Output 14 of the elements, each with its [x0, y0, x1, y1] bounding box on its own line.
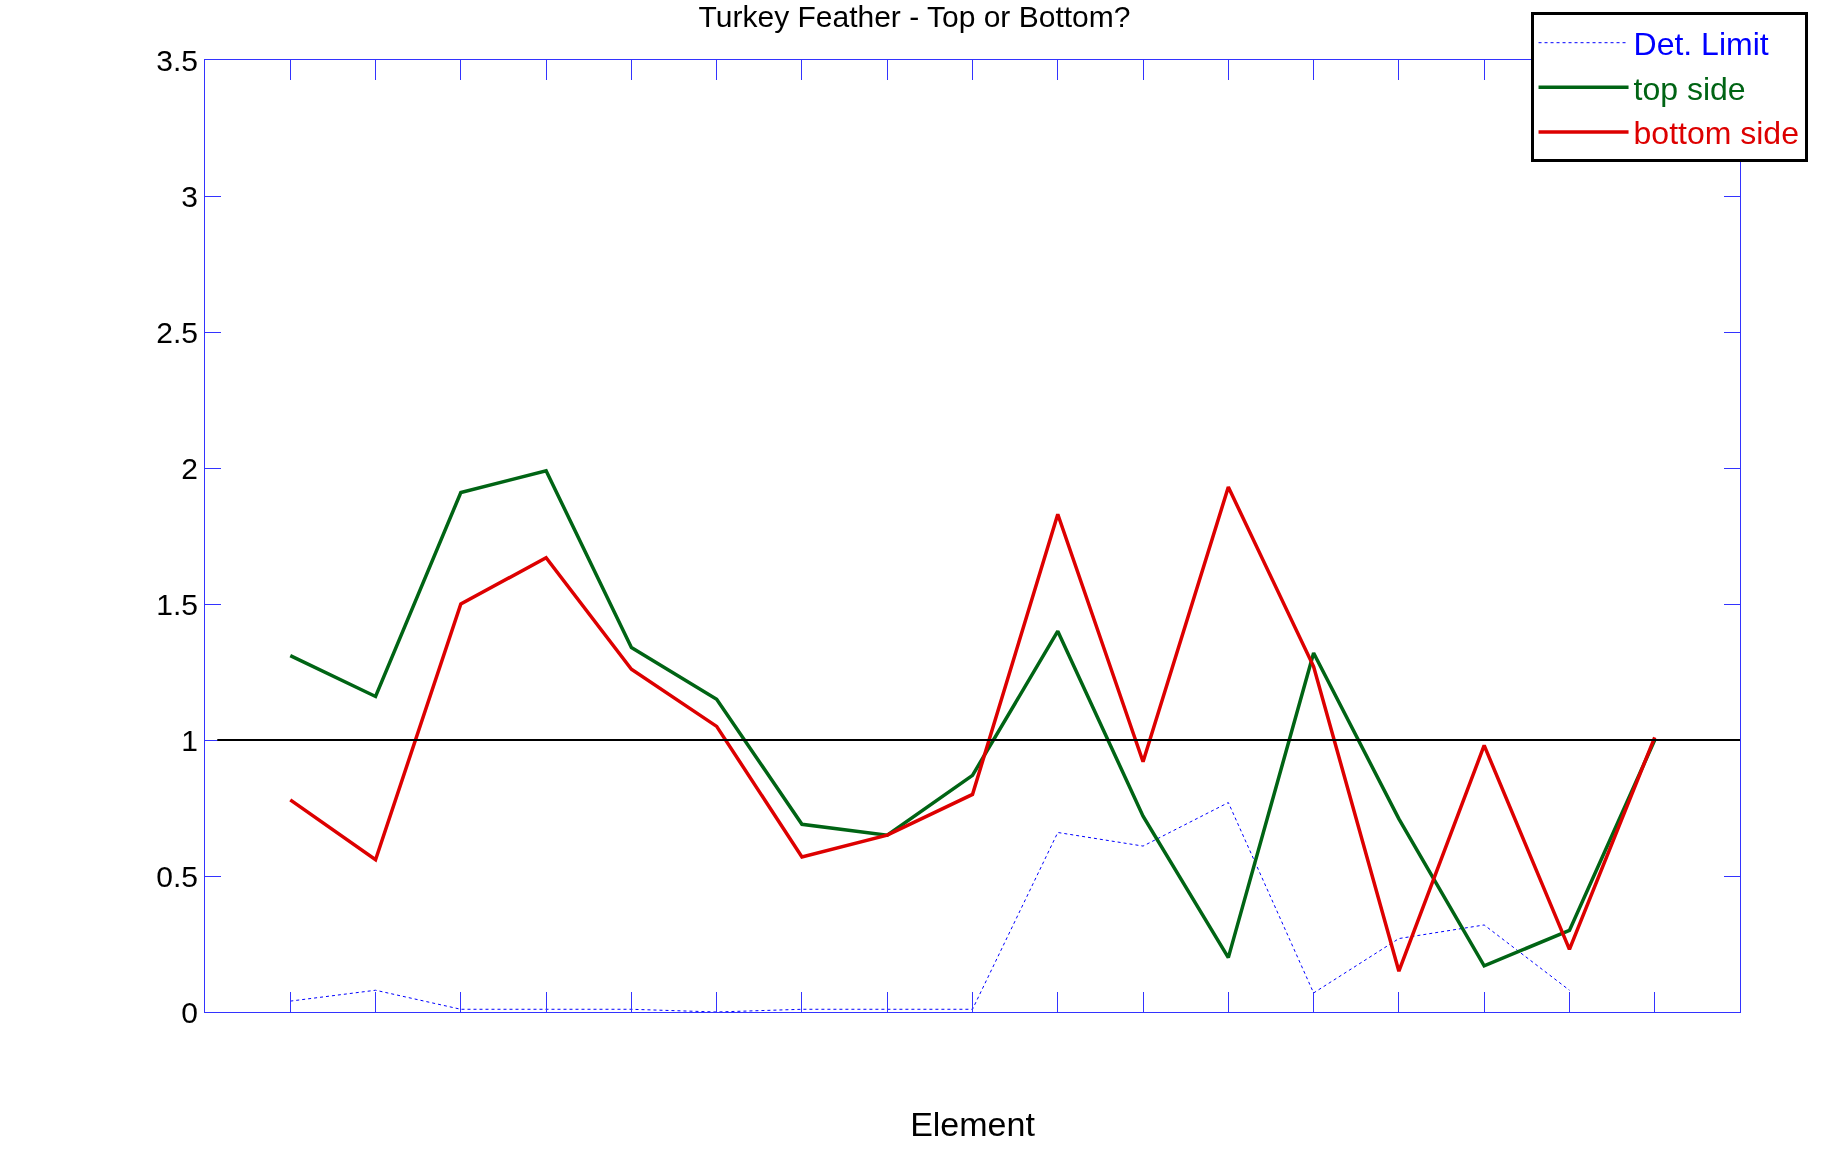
chart-title: Turkey Feather - Top or Bottom? — [698, 0, 1131, 33]
legend-label: top side — [1633, 70, 1746, 107]
y-tick-label: 3 — [181, 179, 198, 213]
y-tick-label: 1 — [181, 723, 198, 757]
x-axis-title: Element — [910, 1105, 1036, 1144]
y-tick-label: 2.5 — [156, 315, 198, 349]
y-tick-label: 2 — [181, 451, 198, 485]
y-tick-label: 0.5 — [156, 859, 198, 893]
line-series — [289, 802, 1570, 1012]
legend-label: Det. Limit — [1633, 26, 1769, 63]
y-tick-label: 3.5 — [156, 43, 198, 77]
y-tick-label: 1.5 — [156, 587, 198, 621]
y-tick-label: 0 — [181, 995, 198, 1029]
legend-label: bottom side — [1633, 115, 1799, 152]
